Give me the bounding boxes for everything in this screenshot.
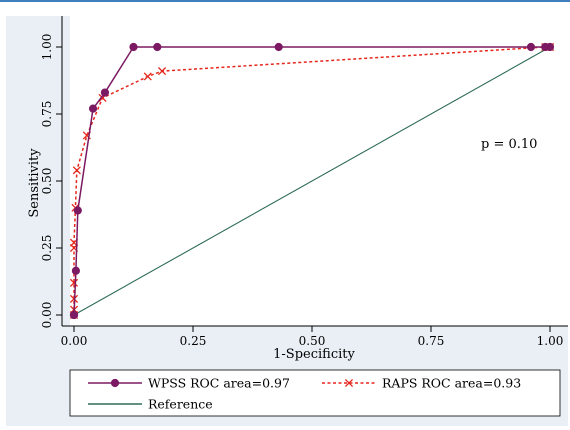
- legend-raps-label: RAPS ROC area=0.93: [382, 376, 521, 391]
- x-marker-stroke: [72, 166, 81, 175]
- x-marker-stroke: [158, 67, 167, 76]
- y-ticks: 0.00 0.25 0.50 0.75 1.00: [40, 34, 62, 329]
- wpss-point: [69, 310, 79, 320]
- plot-area: [70, 16, 568, 326]
- wpss-point: [73, 206, 82, 215]
- legend-box: [69, 369, 561, 417]
- raps-point: [158, 67, 167, 76]
- wpss-point: [153, 42, 162, 52]
- wpss-point: [526, 42, 536, 52]
- x-ticks: 0.00 0.25 0.50 0.75 1.00: [61, 326, 564, 348]
- x-tick-label: 0.75: [418, 334, 445, 348]
- y-tick-label: 0.75: [40, 101, 54, 128]
- wpss-point: [545, 42, 555, 52]
- x-tick-label: 0.50: [299, 334, 326, 348]
- x-tick-label: 0.00: [61, 334, 88, 348]
- legend-wpss: WPSS ROC area=0.97: [88, 376, 290, 391]
- legend-raps-marker: [344, 378, 354, 388]
- legend-reference: Reference: [88, 397, 213, 412]
- legend-wpss-marker: [110, 378, 120, 388]
- header-rule: [0, 0, 570, 2]
- raps-point: [143, 72, 152, 81]
- wpss-point: [129, 42, 138, 52]
- raps-point: [69, 278, 79, 287]
- y-tick-label: 0.25: [40, 235, 54, 262]
- legend-raps: RAPS ROC area=0.93: [322, 376, 521, 391]
- series-layer: [69, 42, 555, 320]
- x-marker-stroke: [143, 72, 152, 81]
- p-value-annotation: p = 0.10: [481, 137, 537, 152]
- x-tick-label: 0.25: [180, 334, 207, 348]
- reference-series: [73, 46, 551, 316]
- wpss-point: [71, 266, 81, 275]
- legend-items: WPSS ROC area=0.97 RAPS ROC area=0.93 Refe…: [88, 376, 521, 412]
- y-tick-label: 0.50: [40, 168, 54, 195]
- x-tick-label: 1.00: [537, 334, 564, 348]
- x-marker-stroke: [69, 278, 79, 287]
- axes: 0.00 0.25 0.50 0.75 1.00 0.00 0.25 0.50 0.75 1.0…: [40, 16, 568, 348]
- legend-reference-label: Reference: [148, 397, 213, 412]
- y-tick-label: 0.00: [40, 302, 54, 329]
- x-axis-label: 1-Specificity: [273, 347, 355, 362]
- x-marker-stroke: [344, 378, 354, 388]
- wpss-point: [88, 104, 98, 113]
- legend-wpss-label: WPSS ROC area=0.97: [148, 376, 290, 391]
- raps-series-line: [73, 46, 550, 315]
- reference-series-line: [73, 46, 551, 316]
- wpss-series: [69, 42, 555, 320]
- y-tick-label: 1.00: [40, 34, 54, 61]
- wpss-point: [100, 88, 110, 97]
- legend: WPSS ROC area=0.97 RAPS ROC area=0.93 Refe…: [69, 369, 561, 417]
- raps-point: [72, 166, 81, 175]
- wpss-point: [274, 42, 283, 52]
- y-axis-label: Sensitivity: [27, 148, 42, 218]
